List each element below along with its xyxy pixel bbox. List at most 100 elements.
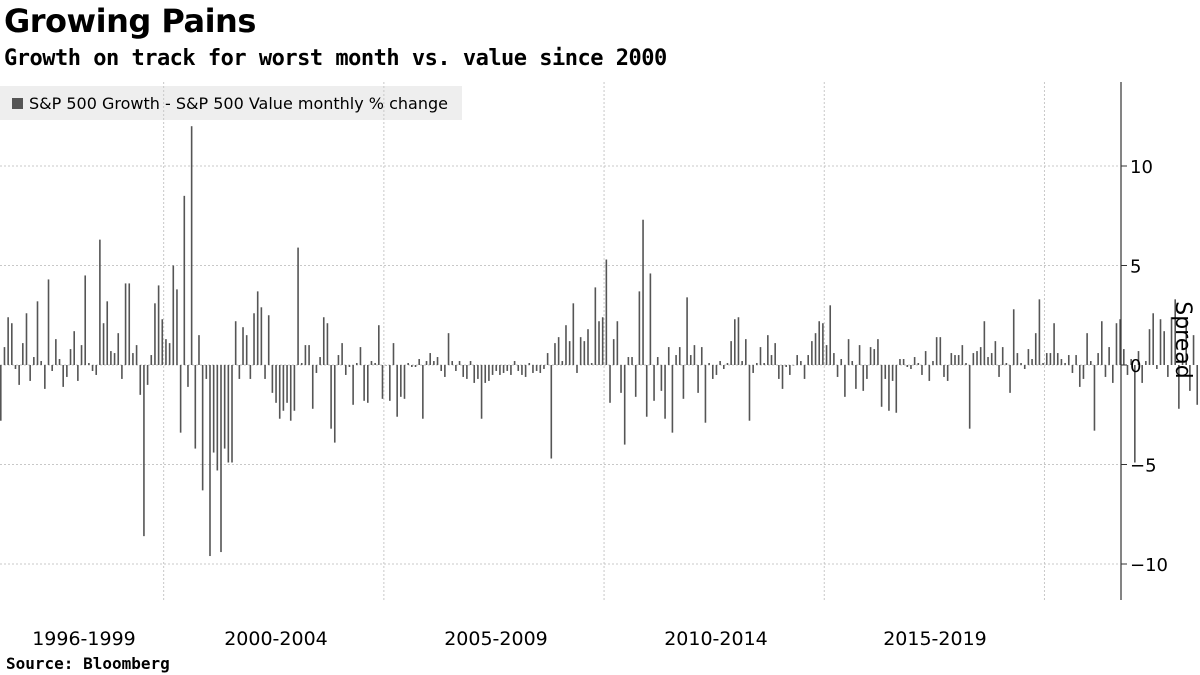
bar: [814, 333, 817, 365]
bar: [352, 365, 354, 405]
bar: [1038, 299, 1041, 365]
bar: [711, 365, 714, 379]
bar: [275, 365, 277, 403]
chart-subtitle: Growth on track for worst month vs. valu…: [4, 46, 667, 71]
bar: [535, 365, 538, 371]
bar: [601, 317, 604, 365]
bar: [491, 365, 494, 375]
bar: [473, 365, 476, 383]
bar: [708, 363, 710, 365]
bar: [517, 365, 520, 371]
bar: [418, 359, 420, 365]
bar: [928, 365, 931, 381]
bar: [726, 363, 729, 365]
bar: [260, 307, 263, 365]
bar: [392, 343, 395, 365]
x-period-label: 2000-2004: [224, 628, 328, 650]
bar: [689, 355, 692, 365]
bar: [910, 365, 912, 369]
bar: [249, 365, 252, 379]
bar: [767, 335, 769, 365]
bar: [921, 365, 923, 375]
bar: [326, 323, 329, 365]
y-axis-title: Spread: [1170, 301, 1195, 378]
bar: [1174, 299, 1176, 365]
bar: [682, 365, 685, 399]
bar: [660, 365, 663, 391]
bar: [242, 327, 244, 365]
bar: [568, 341, 571, 365]
bar: [374, 363, 376, 365]
bar: [297, 247, 299, 365]
bar: [972, 353, 975, 365]
bar: [110, 351, 112, 365]
bar: [825, 345, 828, 365]
bar: [77, 365, 79, 381]
bar: [840, 359, 843, 365]
bar: [477, 365, 479, 379]
bar: [1082, 365, 1085, 379]
y-tick-label: −5: [1130, 456, 1157, 477]
bar: [1020, 363, 1022, 365]
bar: [906, 365, 909, 367]
bar: [234, 321, 237, 365]
bar: [1089, 361, 1092, 365]
bar: [447, 333, 450, 365]
bar: [1023, 365, 1026, 369]
bar: [146, 365, 149, 385]
bar: [847, 339, 850, 365]
bar: [0, 365, 2, 421]
bar: [143, 365, 145, 537]
bar: [1049, 353, 1052, 365]
bar: [1078, 365, 1081, 387]
bar: [722, 365, 725, 369]
bar: [873, 349, 876, 365]
bar: [1042, 363, 1044, 365]
bar: [286, 365, 288, 403]
bar: [532, 365, 534, 373]
bar: [308, 345, 310, 365]
bar: [822, 323, 824, 365]
bar: [161, 319, 164, 365]
bar: [216, 365, 219, 471]
bar: [895, 365, 898, 413]
bar: [337, 355, 340, 365]
bar: [179, 365, 182, 433]
bar: [818, 321, 821, 365]
bar: [521, 365, 523, 375]
x-period-label: 2015-2019: [883, 628, 987, 650]
bar: [664, 365, 666, 419]
bar: [576, 365, 578, 373]
bar: [1067, 355, 1070, 365]
x-period-label: 1996-1999: [32, 628, 136, 650]
bar: [422, 365, 424, 419]
bar: [554, 343, 556, 365]
bar: [25, 313, 28, 365]
bar: [315, 365, 318, 373]
bar: [774, 343, 776, 365]
bar: [528, 363, 531, 365]
bar: [844, 365, 846, 397]
bar: [124, 283, 127, 365]
bar: [950, 353, 953, 365]
bar: [227, 365, 230, 463]
bar: [433, 361, 435, 365]
bar: [40, 361, 42, 365]
bar: [792, 365, 795, 366]
bar: [499, 365, 501, 375]
bar: [612, 339, 615, 365]
bar: [282, 365, 285, 411]
bar: [649, 273, 652, 365]
bar: [289, 365, 292, 421]
bar: [451, 361, 454, 365]
bar: [785, 365, 787, 367]
bar: [877, 339, 879, 365]
bar: [322, 317, 325, 365]
bar: [58, 359, 61, 365]
bar: [627, 357, 630, 365]
bar: [99, 239, 101, 365]
bar: [231, 365, 233, 463]
bar: [616, 321, 619, 365]
bar: [440, 365, 442, 371]
bar: [411, 365, 413, 367]
